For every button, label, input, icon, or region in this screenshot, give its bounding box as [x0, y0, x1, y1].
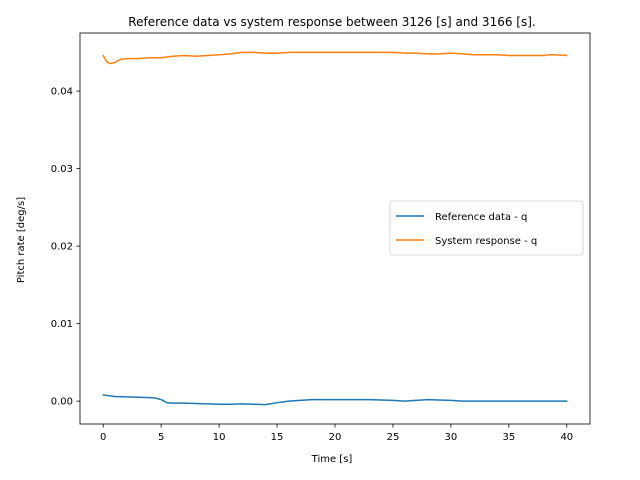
axes: 0 5 10 15 20 25 30 35 40 0.00 0.01 0.02 0.03 0.04 [51, 32, 591, 443]
plot-area [102, 51, 568, 406]
y-axis-label: Pitch rate [deg/s] [16, 197, 27, 283]
y-tick-label: 0.02 [51, 242, 73, 253]
y-tick-label: 0.03 [51, 164, 73, 175]
series-line-1 [102, 394, 568, 406]
y-tick-label: 0.00 [51, 397, 73, 408]
y-tick-label: 0.04 [51, 87, 73, 98]
series-line-2 [102, 51, 568, 65]
y-tick-label: 0.01 [51, 319, 73, 330]
x-axis-label: Time [s] [311, 454, 353, 465]
x-tick-label: 30 [445, 432, 458, 443]
chart-title: Reference data vs system response betwee… [128, 15, 535, 29]
x-tick-label: 25 [387, 432, 400, 443]
x-tick-label: 35 [502, 432, 515, 443]
legend: Reference data - q System response - q [389, 200, 584, 256]
x-tick-label: 0 [100, 432, 106, 443]
x-tick-label: 5 [158, 432, 164, 443]
x-tick-label: 20 [329, 432, 342, 443]
legend-label-1: Reference data - q [435, 212, 527, 223]
x-tick-label: 40 [560, 432, 573, 443]
legend-label-2: System response - q [435, 236, 537, 247]
x-tick-label: 15 [271, 432, 284, 443]
x-tick-label: 10 [213, 432, 226, 443]
legend-box [389, 200, 584, 256]
